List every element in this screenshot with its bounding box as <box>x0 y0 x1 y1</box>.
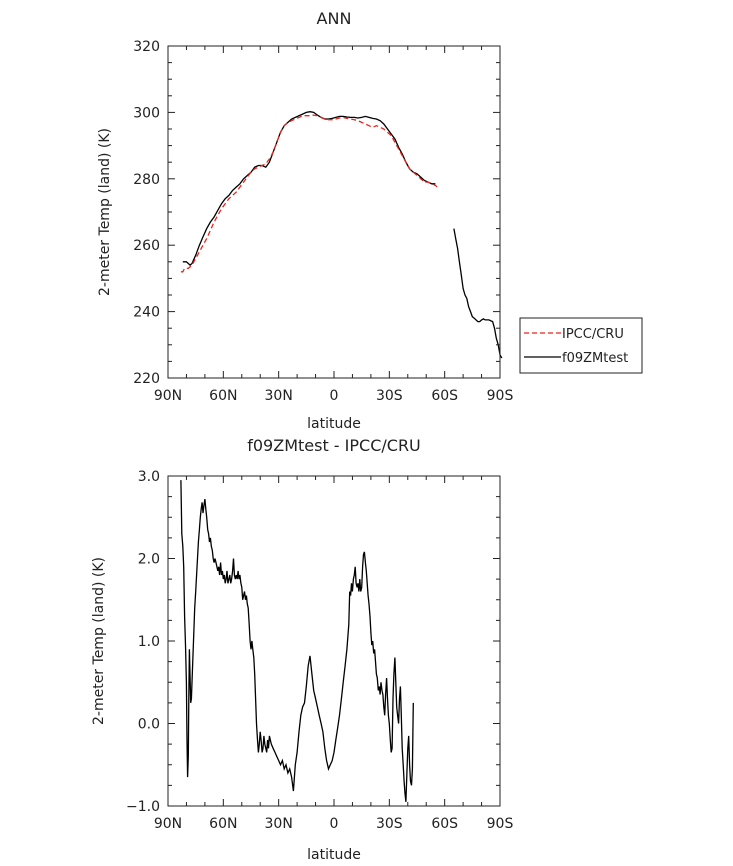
bottom-xtick-label: 0 <box>330 816 339 832</box>
series-line-f09zmtest <box>453 228 503 359</box>
bottom-xtick-label: 90S <box>487 816 514 832</box>
top-xtick-label: 0 <box>330 388 339 404</box>
bottom-ytick-label: 3.0 <box>138 469 160 485</box>
legend-label-f09zmtest: f09ZMtest <box>562 351 628 366</box>
top-xtick-label: 90N <box>154 388 182 404</box>
top-xtick-label: 30S <box>376 388 403 404</box>
bottom-ytick-label: 0.0 <box>138 717 160 733</box>
bottom-ytick-label: −1.0 <box>126 799 160 815</box>
x-axis-title-bottom: latitude <box>307 847 361 863</box>
plot-frame-bottom <box>167 475 501 807</box>
bottom-ytick-label: 1.0 <box>138 634 160 650</box>
y-axis-title-bottom: 2-meter Temp (land) (K) <box>91 557 107 725</box>
y-axis-title-top: 2-meter Temp (land) (K) <box>97 128 113 296</box>
top-ytick-label: 260 <box>133 238 160 254</box>
top-ytick-label: 220 <box>133 371 160 387</box>
legend: IPCC/CRU f09ZMtest <box>519 317 643 374</box>
chart-title-top: ANN <box>317 9 352 28</box>
top-series-group <box>180 111 503 359</box>
bottom-xtick-label: 90N <box>154 816 182 832</box>
plot-frame-top <box>167 45 501 379</box>
chart-title-bottom: f09ZMtest - IPCC/CRU <box>247 436 421 455</box>
bottom-ytick-label: 2.0 <box>138 552 160 568</box>
series-line-difference <box>180 480 414 802</box>
top-xtick-label: 90S <box>487 388 514 404</box>
legend-label-ipcc: IPCC/CRU <box>562 327 624 342</box>
bottom-xtick-label: 60N <box>209 816 237 832</box>
y-ticks-top: 220 240 260 280 300 320 <box>133 39 500 387</box>
series-line-ipcc-cru <box>180 114 438 273</box>
bottom-series-group <box>180 480 414 802</box>
top-ytick-label: 320 <box>133 39 160 55</box>
legend-box <box>519 317 643 374</box>
top-xtick-label: 60S <box>431 388 458 404</box>
bottom-xtick-label: 60S <box>431 816 458 832</box>
bottom-xtick-label: 30N <box>265 816 293 832</box>
top-ytick-label: 280 <box>133 172 160 188</box>
top-xtick-label: 30N <box>265 388 293 404</box>
top-ytick-label: 240 <box>133 305 160 321</box>
x-axis-title-top: latitude <box>307 416 361 432</box>
top-xtick-label: 60N <box>209 388 237 404</box>
series-line-f09zmtest <box>182 111 436 266</box>
y-ticks-bottom: −1.0 0.0 1.0 2.0 3.0 <box>126 469 500 815</box>
bottom-xtick-label: 30S <box>376 816 403 832</box>
chart-bottom-panel: f09ZMtest - IPCC/CRU −1.0 0.0 1.0 2.0 3.0 90… <box>91 436 513 863</box>
x-ticks-top: 90N 60N 30N 0 30S 60S 90S <box>154 46 514 404</box>
top-ytick-label: 300 <box>133 105 160 121</box>
x-ticks-bottom: 90N 60N 30N 0 30S 60S 90S <box>154 476 514 832</box>
